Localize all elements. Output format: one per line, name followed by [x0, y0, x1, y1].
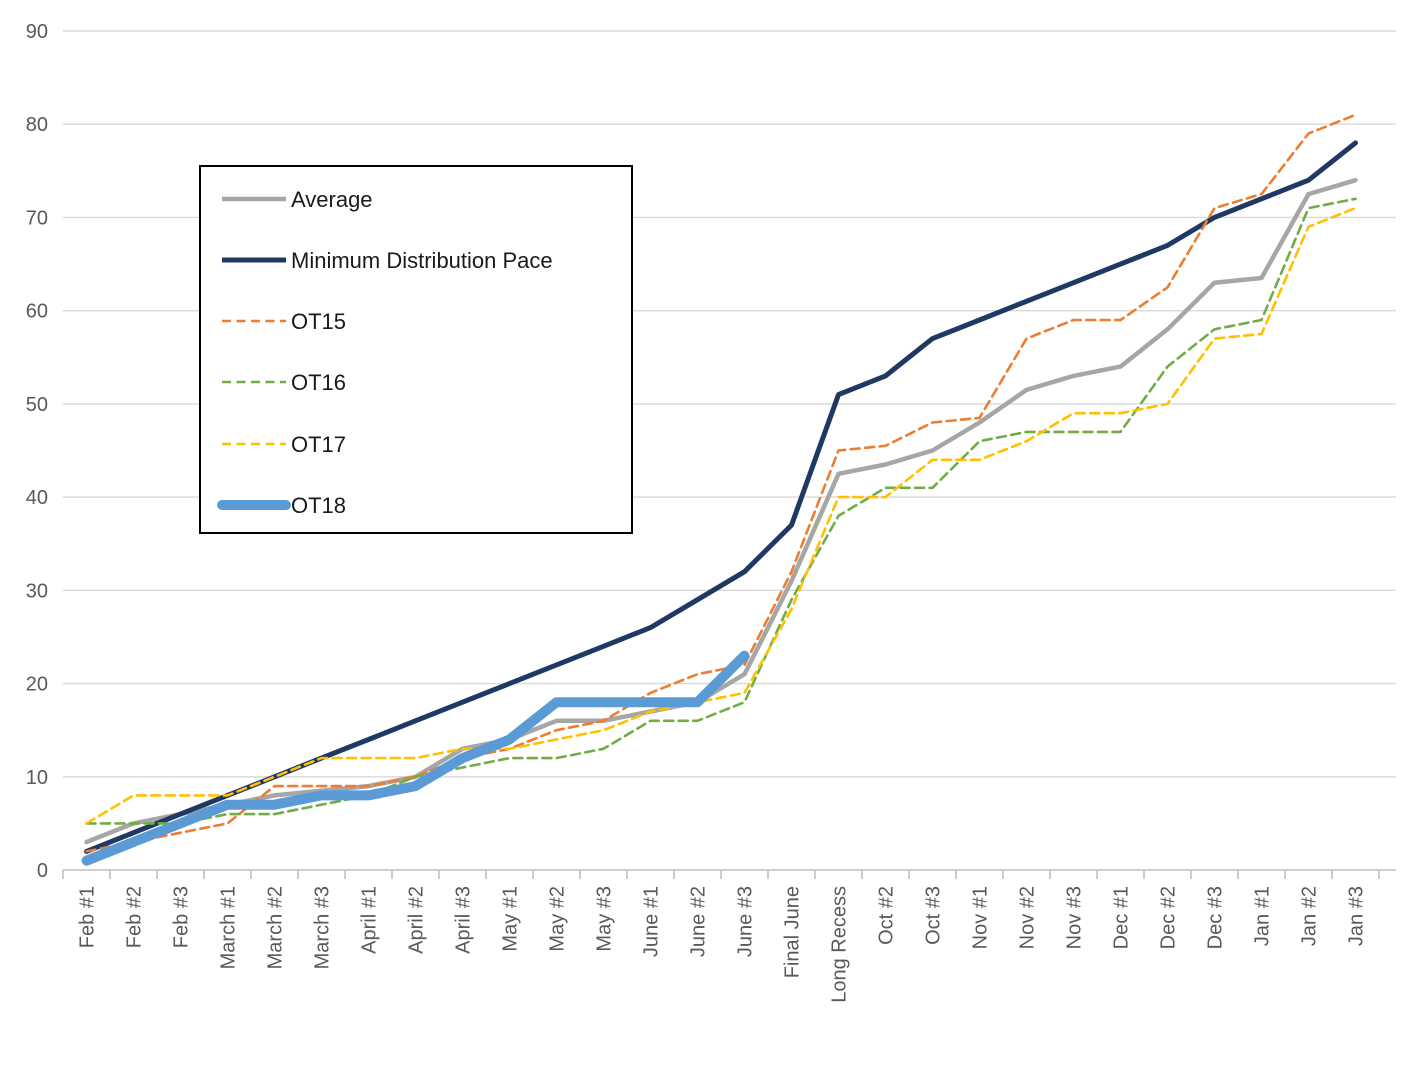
- legend-item-minimum-distribution-pace: Minimum Distribution Pace: [222, 248, 553, 273]
- legend: Average Minimum Distribution Pace OT15 OT16…: [199, 165, 633, 534]
- y-axis-tick-label: 40: [26, 487, 48, 509]
- x-axis-tick-label: Feb #2: [124, 886, 146, 948]
- legend-label: Average: [291, 187, 373, 212]
- x-axis-tick-label: Nov #2: [1017, 886, 1039, 949]
- x-axis-tick-label: Dec #1: [1111, 886, 1133, 949]
- series-line-ot16: [85, 197, 1357, 825]
- legend-label: OT16: [291, 370, 346, 395]
- series-line-average: [84, 177, 1358, 845]
- x-axis-tick-label: Jan #1: [1252, 886, 1274, 946]
- x-axis-tick-label: Jan #2: [1299, 886, 1321, 946]
- legend-item-ot15: OT15: [222, 309, 346, 334]
- x-axis-tick-label: Nov #3: [1064, 886, 1086, 949]
- x-axis-tick-label: June #2: [688, 886, 710, 957]
- y-axis-tick-label: 30: [26, 580, 48, 602]
- x-axis-tick-label: April #1: [359, 886, 381, 954]
- x-axis-tick-label: May #1: [500, 886, 522, 952]
- series-line-ot18: [81, 650, 750, 866]
- legend-item-average: Average: [222, 187, 373, 212]
- x-axis-tick-label: May #3: [594, 886, 616, 952]
- y-axis-tick-label: 50: [26, 394, 48, 416]
- x-axis-tick-label: June #3: [735, 886, 757, 957]
- x-axis-tick-label: March #3: [312, 886, 334, 969]
- legend-label: Minimum Distribution Pace: [291, 248, 553, 273]
- series-line-ot15: [85, 113, 1357, 853]
- legend-label: OT18: [291, 493, 346, 518]
- x-axis-labels: Feb #1 Feb #2 Feb #3 March #1 March #2 March …: [77, 886, 1368, 1003]
- legend-label: OT17: [291, 432, 346, 457]
- y-axis-tick-label: 90: [26, 21, 48, 43]
- legend-box: [199, 165, 633, 534]
- x-axis-tick-label: Final June: [782, 886, 804, 978]
- x-axis-tick-label: March #2: [265, 886, 287, 969]
- legend-item-ot18: OT18: [217, 493, 346, 518]
- x-axis-tick-label: Dec #3: [1205, 886, 1227, 949]
- x-axis-tick-label: Dec #2: [1158, 886, 1180, 949]
- y-axis-tick-label: 20: [26, 674, 48, 696]
- x-axis-tick-label: June #1: [641, 886, 663, 957]
- legend-item-ot17: OT17: [222, 432, 346, 457]
- x-axis-tick-label: March #1: [218, 886, 240, 969]
- x-axis-tick-label: Nov #1: [970, 886, 992, 949]
- x-axis-tick-label: Feb #3: [171, 886, 193, 948]
- y-axis-tick-label: 0: [37, 860, 48, 882]
- y-axis-tick-label: 70: [26, 207, 48, 229]
- y-axis-tick-label: 60: [26, 301, 48, 323]
- x-axis-tick-label: Oct #2: [876, 886, 898, 945]
- y-axis-tick-label: 10: [26, 767, 48, 789]
- y-axis-tick-label: 80: [26, 114, 48, 136]
- series-lines: [81, 113, 1358, 866]
- legend-item-ot16: OT16: [222, 370, 346, 395]
- x-axis-tick-label: Oct #3: [923, 886, 945, 945]
- x-axis: [62, 869, 1396, 879]
- x-axis-tick-label: May #2: [547, 886, 569, 952]
- x-axis-tick-label: Long Recess: [829, 886, 851, 1003]
- x-axis-tick-label: April #3: [453, 886, 475, 954]
- x-axis-tick-label: April #2: [406, 886, 428, 954]
- y-axis-labels: 0 10 20 30 40 50 60 70 80 90: [26, 21, 48, 882]
- series-line-ot17: [85, 206, 1357, 825]
- legend-label: OT15: [291, 309, 346, 334]
- x-axis-tick-label: Feb #1: [77, 886, 99, 948]
- x-axis-tick-label: Jan #3: [1346, 886, 1368, 946]
